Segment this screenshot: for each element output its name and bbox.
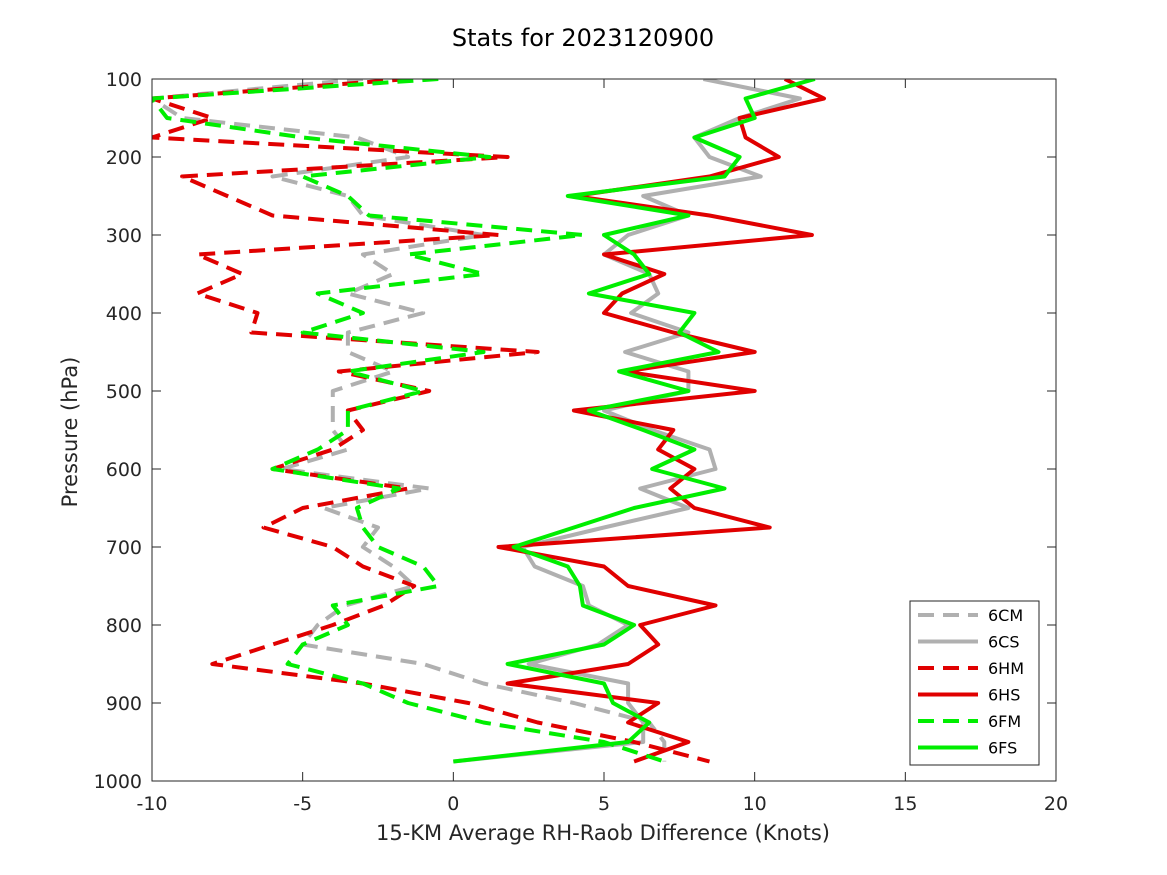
legend-label-6hm: 6HM <box>988 659 1024 678</box>
chart-title: Stats for 2023120900 <box>452 24 714 52</box>
y-tick-label: 1000 <box>94 771 142 793</box>
legend-label-6cm: 6CM <box>988 606 1023 625</box>
x-tick-label: 10 <box>743 793 767 815</box>
x-tick-label: 15 <box>893 793 917 815</box>
series-line-6fs <box>453 79 816 764</box>
legend-label-6cs: 6CS <box>988 633 1020 652</box>
y-tick-label: 700 <box>106 537 142 559</box>
x-axis-label: 15-KM Average RH-Raob Difference (Knots) <box>376 821 830 845</box>
x-tick-label: -5 <box>293 793 312 815</box>
x-tick-label: 20 <box>1044 793 1068 815</box>
x-tick-label: 0 <box>447 793 459 815</box>
x-tick-label: -10 <box>136 793 167 815</box>
legend: 6CM 6CS 6HM 6HS 6FM 6FS <box>909 600 1040 766</box>
series-line-6hm <box>152 79 711 764</box>
y-tick-label: 600 <box>106 459 142 481</box>
legend-label-6fm: 6FM <box>988 712 1021 731</box>
series-group <box>152 79 826 764</box>
series-line-6fm <box>152 79 665 764</box>
x-tick-label: 5 <box>598 793 610 815</box>
y-tick-label: 300 <box>106 225 142 247</box>
y-tick-label: 200 <box>106 147 142 169</box>
y-tick-label: 500 <box>106 381 142 403</box>
y-tick-label: 800 <box>106 615 142 637</box>
y-axis-label: Pressure (hPa) <box>58 357 82 508</box>
y-tick-label: 100 <box>106 69 142 91</box>
plot-area <box>152 79 826 764</box>
y-tick-label: 900 <box>106 693 142 715</box>
axes: -10 -5 0 5 10 15 20 100 200 300 400 500 600 700 800 900… <box>94 69 1068 815</box>
legend-label-6hs: 6HS <box>988 686 1020 705</box>
legend-box <box>909 600 1040 766</box>
legend-label-6fs: 6FS <box>988 739 1017 758</box>
y-tick-label: 400 <box>106 303 142 325</box>
